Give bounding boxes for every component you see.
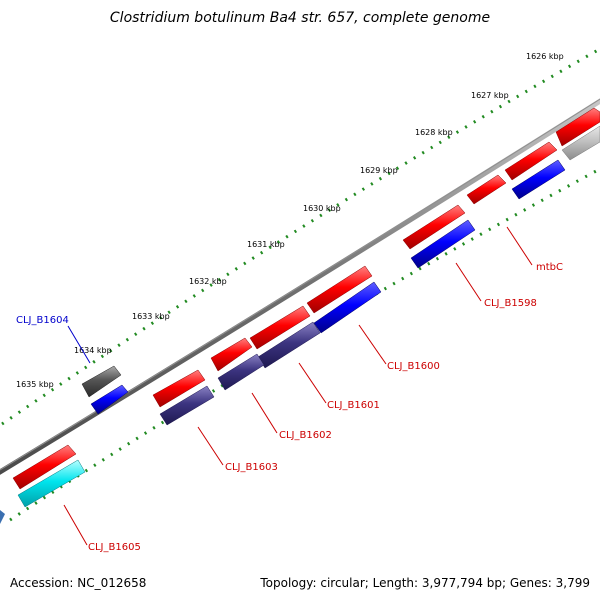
- gene-arrow[interactable]: [12, 444, 77, 490]
- gene-arrow[interactable]: [555, 107, 600, 147]
- tick-label-1626: 1626 kbp: [526, 52, 564, 61]
- gene-arrow[interactable]: [511, 159, 566, 200]
- gene-arrow[interactable]: [81, 365, 122, 398]
- tick-label-1632: 1632 kbp: [189, 277, 227, 286]
- genome-backbone: [0, 98, 600, 475]
- gene-arrow[interactable]: [217, 353, 265, 391]
- inner-tick-ring: [9, 168, 599, 522]
- gene-arrow[interactable]: [210, 337, 253, 372]
- topology-text: Topology: circular; Length: 3,977,794 bp…: [260, 576, 590, 590]
- gene-arrow[interactable]: [313, 281, 382, 334]
- gene-arrow[interactable]: [90, 384, 129, 415]
- forward-genes: [12, 107, 600, 490]
- gene-arrow[interactable]: [410, 219, 476, 269]
- gene-label-clj-b1601[interactable]: CLJ_B1601: [327, 400, 380, 411]
- gene-arrow[interactable]: [152, 369, 206, 408]
- gene-label-clj-b1605[interactable]: CLJ_B1605: [88, 542, 141, 553]
- tick-label-1634: 1634 kbp: [74, 346, 112, 355]
- gene-arrow[interactable]: [17, 459, 86, 508]
- tick-label-1633: 1633 kbp: [132, 312, 170, 321]
- gene-label-clj-b1603[interactable]: CLJ_B1603: [225, 462, 278, 473]
- tick-label-1635: 1635 kbp: [16, 380, 54, 389]
- gene-arrow[interactable]: [466, 174, 507, 205]
- gene-arrow[interactable]: [402, 204, 466, 250]
- gene-arrow[interactable]: [249, 305, 311, 350]
- tick-label-1629: 1629 kbp: [360, 166, 398, 175]
- gene-arrow[interactable]: [504, 141, 558, 181]
- gene-label-clj-b1600[interactable]: CLJ_B1600: [387, 361, 440, 372]
- tick-label-1631: 1631 kbp: [247, 240, 285, 249]
- gene-label-clj-b1604[interactable]: CLJ_B1604: [16, 315, 69, 326]
- gene-label-clj-b1602[interactable]: CLJ_B1602: [279, 430, 332, 441]
- label-leaders: [63, 226, 533, 546]
- gene-arrow[interactable]: [159, 385, 215, 426]
- tick-label-1627: 1627 kbp: [471, 91, 509, 100]
- accession-text: Accession: NC_012658: [10, 576, 147, 590]
- map-title: Clostridium botulinum Ba4 str. 657, comp…: [110, 10, 490, 26]
- tick-label-1628: 1628 kbp: [415, 128, 453, 137]
- gene-label-mtbc[interactable]: mtbC: [536, 262, 563, 273]
- gene-arrow[interactable]: [306, 265, 373, 314]
- reverse-genes: [0, 125, 600, 524]
- gene-arrow[interactable]: [561, 125, 600, 161]
- tick-label-1630: 1630 kbp: [303, 204, 341, 213]
- gene-label-clj-b1598[interactable]: CLJ_B1598: [484, 298, 537, 309]
- gene-arrow[interactable]: [0, 510, 5, 524]
- outer-tick-ring: [1, 48, 599, 426]
